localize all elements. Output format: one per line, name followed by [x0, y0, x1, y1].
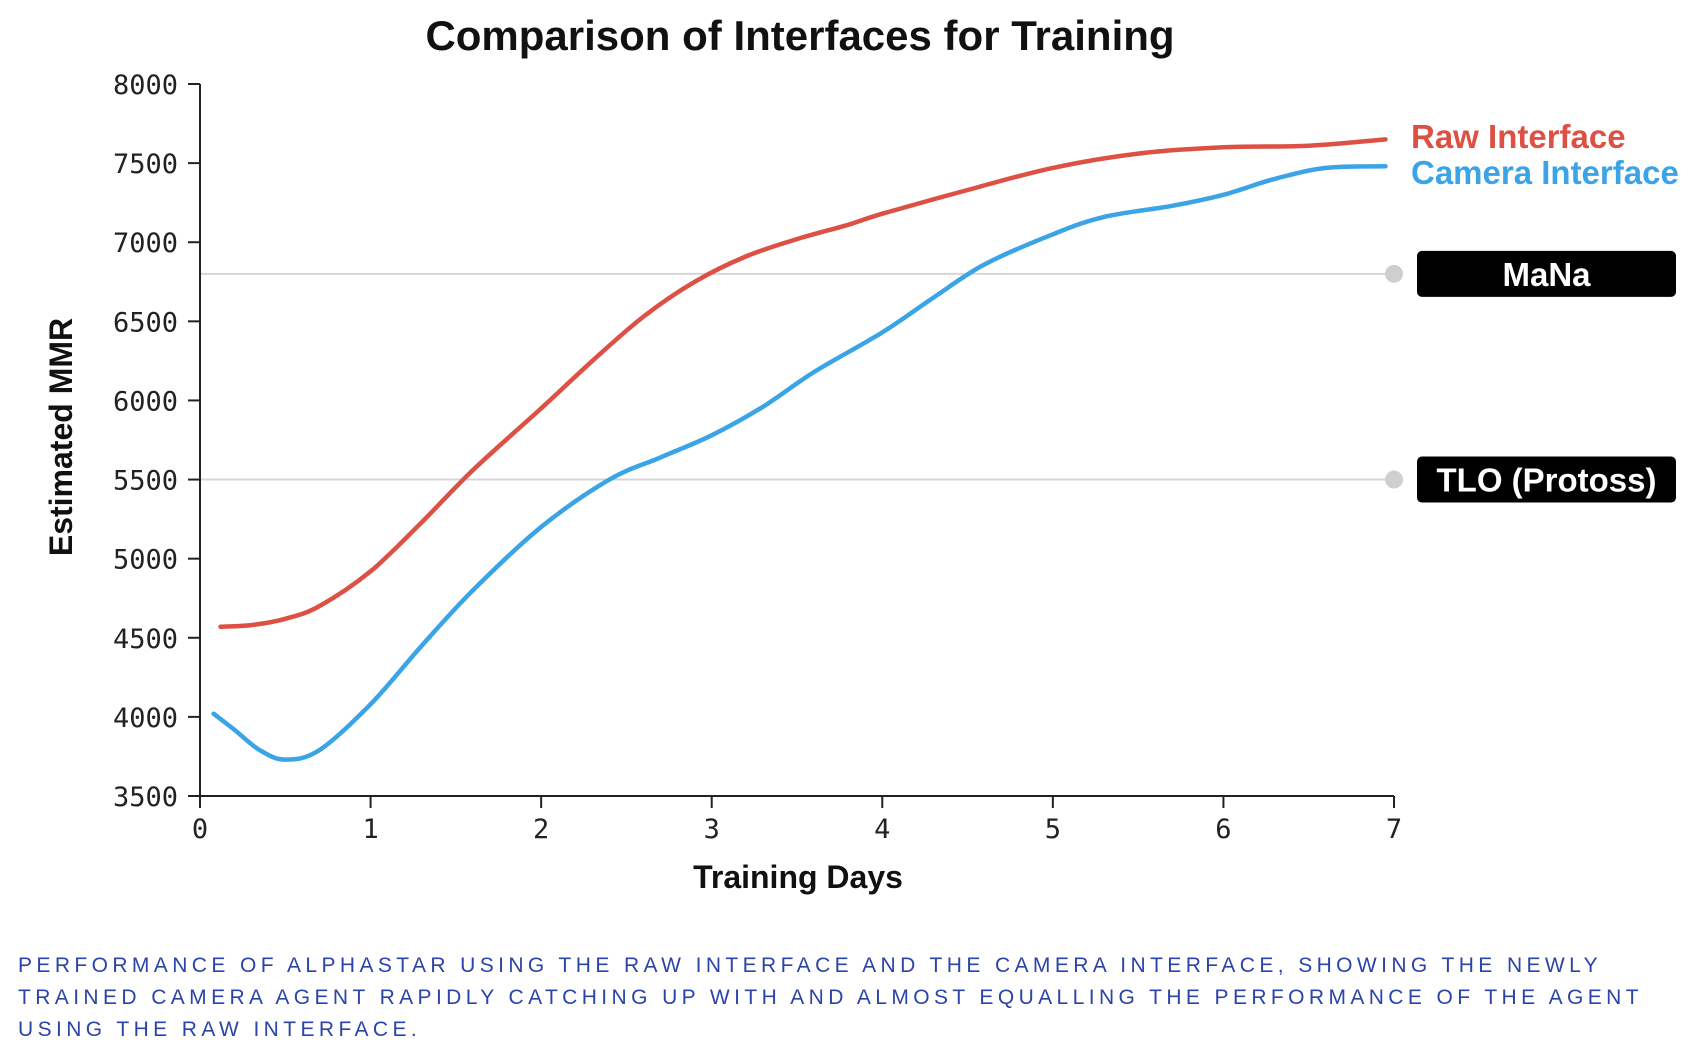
- reference-dot: [1385, 470, 1403, 489]
- legend-label-camera-interface: Camera Interface: [1411, 154, 1679, 191]
- y-tick-label: 4500: [113, 624, 178, 655]
- y-tick-label: 4000: [113, 703, 178, 734]
- reference-dot: [1385, 264, 1403, 283]
- legend-label-raw-interface: Raw Interface: [1411, 118, 1626, 155]
- y-tick-label: 5500: [113, 466, 178, 497]
- reference-label: MaNa: [1502, 256, 1591, 293]
- x-tick-label: 1: [362, 814, 378, 845]
- x-tick-label: 4: [874, 814, 890, 845]
- y-axis-label: Estimated MMR: [43, 318, 79, 556]
- series-line-camera-interface: [211, 164, 1388, 762]
- reference-label-box: [1417, 250, 1676, 297]
- x-tick-label: 6: [1215, 814, 1231, 845]
- y-tick-label: 5000: [113, 545, 178, 576]
- y-tick-label: 6500: [113, 307, 178, 338]
- reference-label: TLO (Protoss): [1437, 462, 1657, 499]
- series-lines: [211, 137, 1388, 762]
- x-tick-label: 3: [704, 814, 720, 845]
- y-tick-label: 7000: [113, 228, 178, 259]
- series-line-raw-interface: [218, 137, 1388, 629]
- axes: 3500 4000 4500 5000 5500 6000 6500 7000 7500 8000…: [113, 70, 1402, 845]
- x-tick-label: 2: [533, 814, 549, 845]
- y-tick-label: 3500: [113, 782, 178, 813]
- chart: Comparison of Interfaces for Training Ma…: [43, 12, 1679, 895]
- x-axis-label: Training Days: [693, 859, 903, 895]
- y-tick-label: 6000: [113, 386, 178, 417]
- reference-lines: MaNa TLO (Protoss): [200, 250, 1676, 503]
- figure-caption: Performance of AlphaStar using the raw i…: [18, 954, 1643, 1041]
- x-tick-label: 7: [1386, 814, 1402, 845]
- y-tick-label: 8000: [113, 70, 178, 101]
- chart-svg: Comparison of Interfaces for Training Ma…: [43, 12, 1679, 895]
- x-tick-label: 5: [1045, 814, 1061, 845]
- chart-title: Comparison of Interfaces for Training: [425, 12, 1174, 59]
- x-tick-label: 0: [192, 814, 208, 845]
- y-tick-label: 7500: [113, 149, 178, 180]
- reference-label-box: [1417, 456, 1676, 503]
